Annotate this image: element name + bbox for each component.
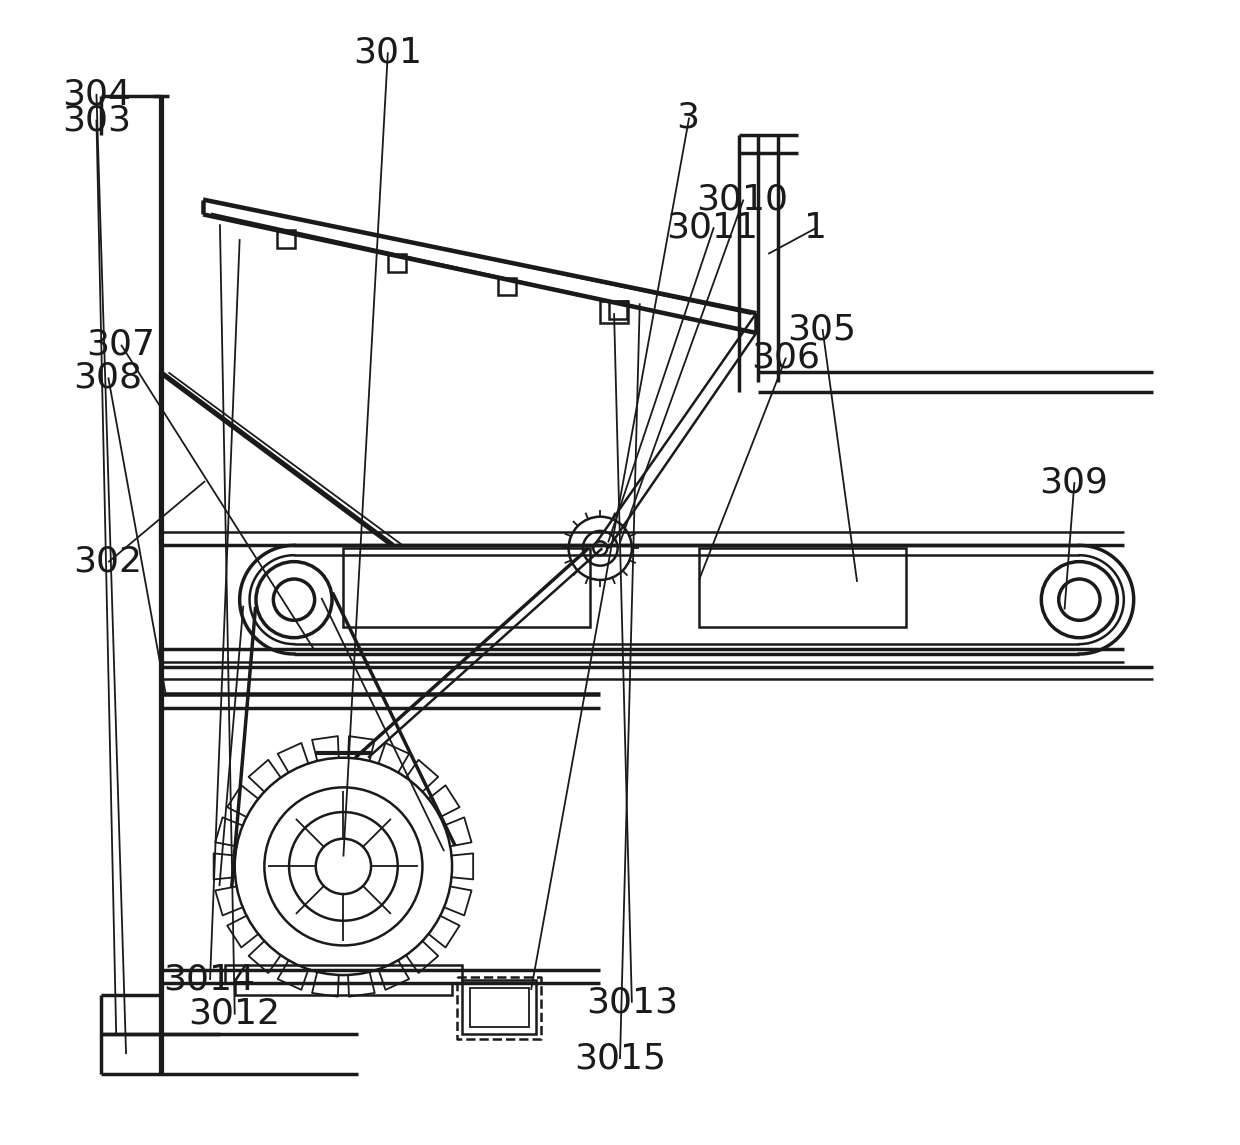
Text: 3012: 3012 bbox=[188, 996, 280, 1030]
Text: 301: 301 bbox=[352, 35, 422, 69]
Bar bbox=[498, 277, 516, 295]
Text: 3015: 3015 bbox=[574, 1042, 666, 1076]
Bar bbox=[600, 301, 627, 323]
Text: 307: 307 bbox=[86, 327, 155, 361]
Text: 305: 305 bbox=[787, 313, 857, 346]
Text: 3013: 3013 bbox=[587, 986, 678, 1019]
Text: 304: 304 bbox=[62, 77, 131, 111]
Bar bbox=[234, 982, 453, 995]
Text: 309: 309 bbox=[1039, 465, 1107, 499]
Bar bbox=[278, 230, 295, 248]
Bar bbox=[470, 988, 529, 1027]
Bar bbox=[463, 980, 536, 1034]
Bar bbox=[388, 254, 405, 271]
Text: 302: 302 bbox=[73, 544, 143, 578]
Text: 3014: 3014 bbox=[164, 963, 255, 996]
Text: 3: 3 bbox=[676, 101, 699, 135]
Text: 303: 303 bbox=[62, 103, 131, 137]
Bar bbox=[224, 965, 463, 982]
Text: 3010: 3010 bbox=[697, 182, 789, 216]
Text: 308: 308 bbox=[73, 361, 143, 395]
Bar bbox=[343, 548, 590, 627]
Text: 1: 1 bbox=[805, 211, 827, 245]
Text: 306: 306 bbox=[751, 340, 820, 374]
Bar bbox=[699, 548, 906, 627]
Text: 3011: 3011 bbox=[666, 211, 758, 245]
Bar bbox=[609, 301, 627, 319]
